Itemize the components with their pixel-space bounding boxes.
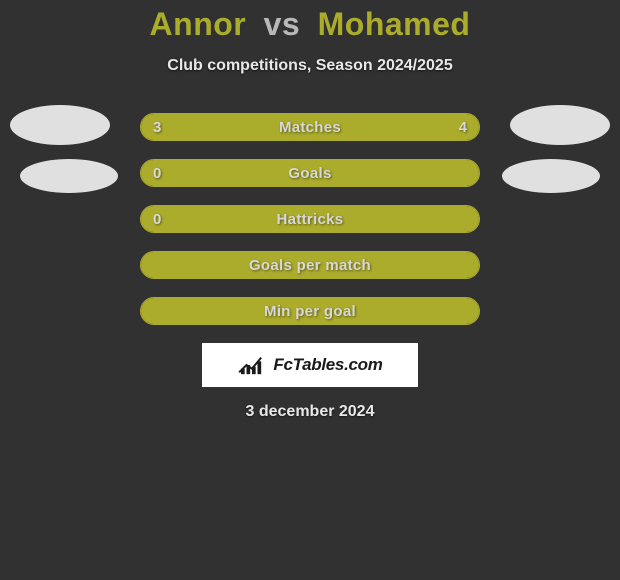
stat-value-right: 4: [447, 114, 479, 140]
stat-value-left: 0: [141, 160, 173, 186]
player1-name: Annor: [150, 6, 247, 42]
source-logo-text: FcTables.com: [273, 355, 382, 375]
stat-row: Min per goal: [140, 297, 480, 325]
vs-label: vs: [264, 6, 301, 42]
date-label: 3 december 2024: [0, 403, 620, 421]
fctables-icon: [237, 354, 267, 376]
subtitle: Club competitions, Season 2024/2025: [0, 57, 620, 75]
stat-label: Matches: [141, 114, 479, 140]
stat-label: Goals per match: [141, 252, 479, 278]
player2-name: Mohamed: [318, 6, 471, 42]
avatar-placeholder-right-2: [502, 159, 600, 193]
source-logo: FcTables.com: [202, 343, 418, 387]
stat-value-left: 3: [141, 114, 173, 140]
stat-value-left: 0: [141, 206, 173, 232]
avatar-placeholder-right-1: [510, 105, 610, 145]
comparison-body: Matches34Goals0Hattricks0Goals per match…: [0, 113, 620, 421]
avatar-placeholder-left-2: [20, 159, 118, 193]
stat-label: Min per goal: [141, 298, 479, 324]
stat-row: Matches3 4: [140, 113, 480, 141]
comparison-title: Annor vs Mohamed: [0, 0, 620, 43]
stat-row: Hattricks0: [140, 205, 480, 233]
stat-label: Hattricks: [141, 206, 479, 232]
stat-row: Goals0: [140, 159, 480, 187]
comparison-rows: Matches34Goals0Hattricks0Goals per match…: [140, 113, 480, 325]
stat-row: Goals per match: [140, 251, 480, 279]
avatar-placeholder-left-1: [10, 105, 110, 145]
stat-label: Goals: [141, 160, 479, 186]
